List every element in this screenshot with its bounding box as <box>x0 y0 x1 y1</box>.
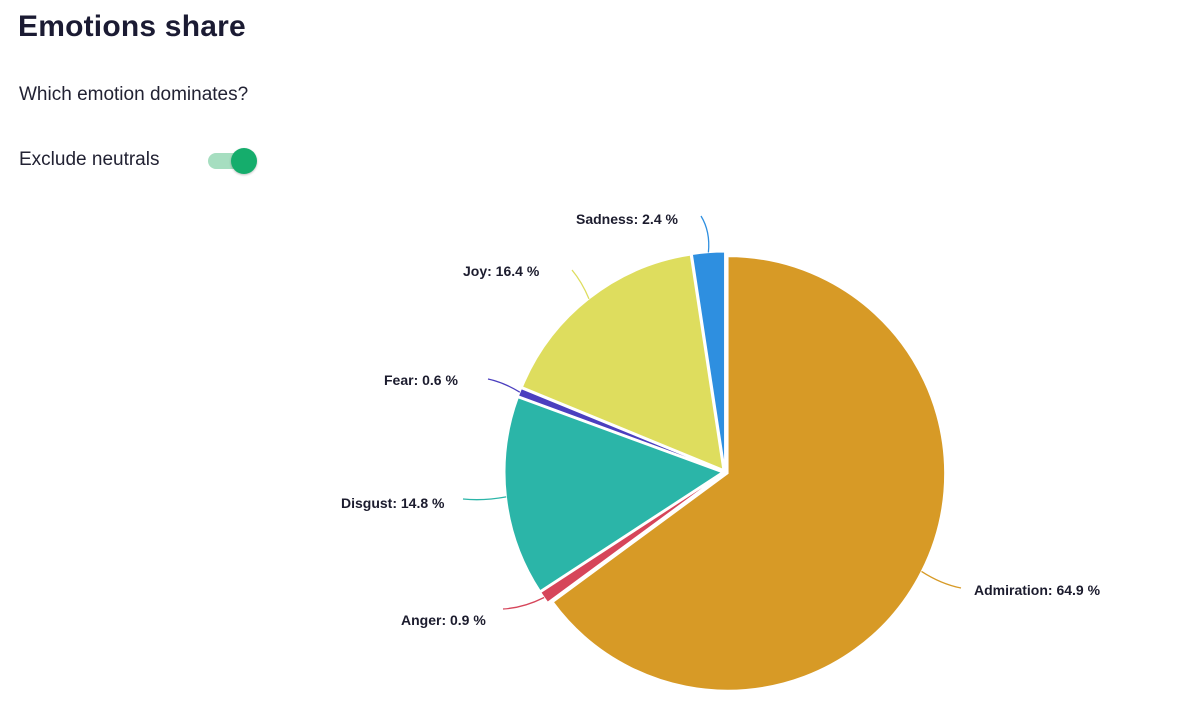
svg-text:Fear: 0.6 %: Fear: 0.6 % <box>384 372 458 388</box>
svg-text:Anger: 0.9 %: Anger: 0.9 % <box>401 612 486 628</box>
svg-text:Sadness: 2.4 %: Sadness: 2.4 % <box>576 211 678 227</box>
svg-text:Admiration: 64.9 %: Admiration: 64.9 % <box>974 582 1101 598</box>
svg-text:Joy: 16.4 %: Joy: 16.4 % <box>463 263 540 279</box>
svg-text:Disgust: 14.8 %: Disgust: 14.8 % <box>341 495 445 511</box>
